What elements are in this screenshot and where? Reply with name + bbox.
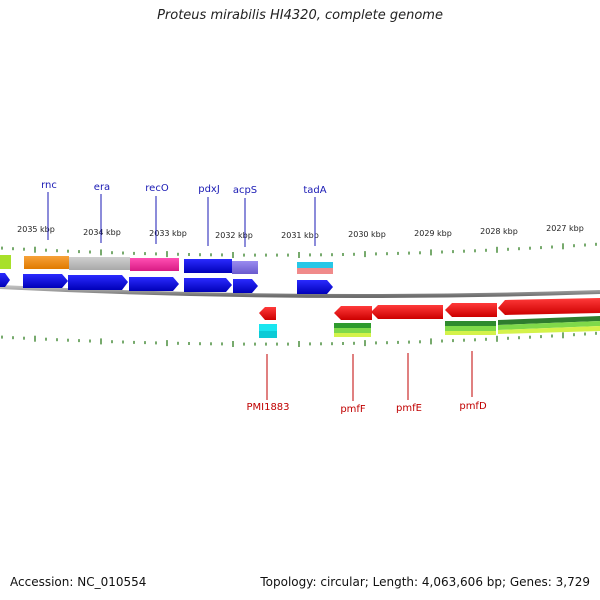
feature-bar bbox=[334, 328, 371, 333]
feature-bar bbox=[259, 331, 277, 338]
gene-arrow-reverse bbox=[371, 305, 443, 319]
genome-backbone bbox=[0, 285, 600, 298]
feature-bar bbox=[259, 324, 277, 331]
feature-bar bbox=[445, 321, 496, 326]
scale-label: 2029 kbp bbox=[414, 229, 452, 238]
gene-labels-bottom: PMI1883 pmfF pmfE pmfD bbox=[246, 351, 487, 415]
gene-arrow-reverse bbox=[445, 303, 497, 317]
feature-track-upper bbox=[0, 255, 333, 274]
gene-label-era: era bbox=[94, 182, 110, 193]
scale-label: 2031 kbp bbox=[281, 231, 319, 240]
gene-arrow-forward bbox=[297, 280, 333, 294]
feature-bar bbox=[498, 326, 600, 334]
scale-label: 2027 kbp bbox=[546, 224, 584, 233]
feature-bar bbox=[334, 323, 371, 328]
gene-arrow-forward bbox=[184, 278, 232, 292]
genome-stats-text: Topology: circular; Length: 4,063,606 bp… bbox=[260, 575, 590, 589]
feature-bar bbox=[297, 262, 333, 268]
feature-bar bbox=[445, 326, 496, 331]
tick-row-bottom bbox=[1, 331, 597, 347]
scale-label: 2032 kbp bbox=[215, 231, 253, 240]
scale-label: 2033 kbp bbox=[149, 229, 187, 238]
reverse-strand-genes bbox=[259, 298, 600, 320]
gene-arrow-forward bbox=[129, 277, 179, 291]
scale-labels: 2035 kbp 2034 kbp 2033 kbp 2032 kbp 2031… bbox=[17, 224, 584, 240]
feature-bar bbox=[232, 261, 258, 274]
gene-label-tada: tadA bbox=[303, 185, 326, 196]
feature-bar bbox=[24, 256, 69, 269]
gene-label-pmfe: pmfE bbox=[396, 403, 422, 414]
feature-bar bbox=[445, 331, 496, 335]
tick-row-top bbox=[1, 242, 597, 258]
feature-bar bbox=[334, 333, 371, 337]
gene-arrow-reverse bbox=[498, 298, 600, 315]
feature-bar bbox=[130, 258, 179, 271]
gene-arrow-forward bbox=[233, 279, 258, 293]
forward-strand-genes bbox=[0, 273, 333, 294]
gene-label-reco: recO bbox=[145, 183, 169, 194]
gene-labels-top: rnc era recO pdxJ acpS tadA bbox=[41, 180, 327, 247]
scale-label: 2035 kbp bbox=[17, 225, 55, 234]
gene-arrow-reverse bbox=[334, 306, 372, 320]
gene-label-acps: acpS bbox=[233, 185, 257, 196]
gene-arrow-forward bbox=[23, 274, 68, 288]
gene-label-pmfd: pmfD bbox=[459, 401, 487, 412]
feature-bar bbox=[498, 321, 600, 330]
page-title: Proteus mirabilis HI4320, complete genom… bbox=[157, 8, 443, 23]
gene-arrow-reverse bbox=[259, 307, 276, 320]
gene-arrow-forward bbox=[0, 273, 10, 287]
gene-label-pmi1883: PMI1883 bbox=[246, 402, 289, 413]
feature-bar bbox=[69, 257, 130, 270]
feature-bar bbox=[297, 268, 333, 274]
gene-label-pdxj: pdxJ bbox=[198, 184, 220, 195]
accession-text: Accession: NC_010554 bbox=[10, 575, 147, 589]
gene-label-rnc: rnc bbox=[41, 180, 57, 191]
scale-label: 2028 kbp bbox=[480, 227, 518, 236]
gene-label-pmff: pmfF bbox=[340, 404, 366, 415]
feature-bar bbox=[184, 259, 232, 273]
scale-label: 2034 kbp bbox=[83, 228, 121, 237]
feature-bar bbox=[498, 316, 600, 325]
feature-bar bbox=[0, 255, 11, 269]
scale-label: 2030 kbp bbox=[348, 230, 386, 239]
feature-track-lower bbox=[259, 316, 600, 338]
gene-arrow-forward bbox=[68, 275, 128, 290]
